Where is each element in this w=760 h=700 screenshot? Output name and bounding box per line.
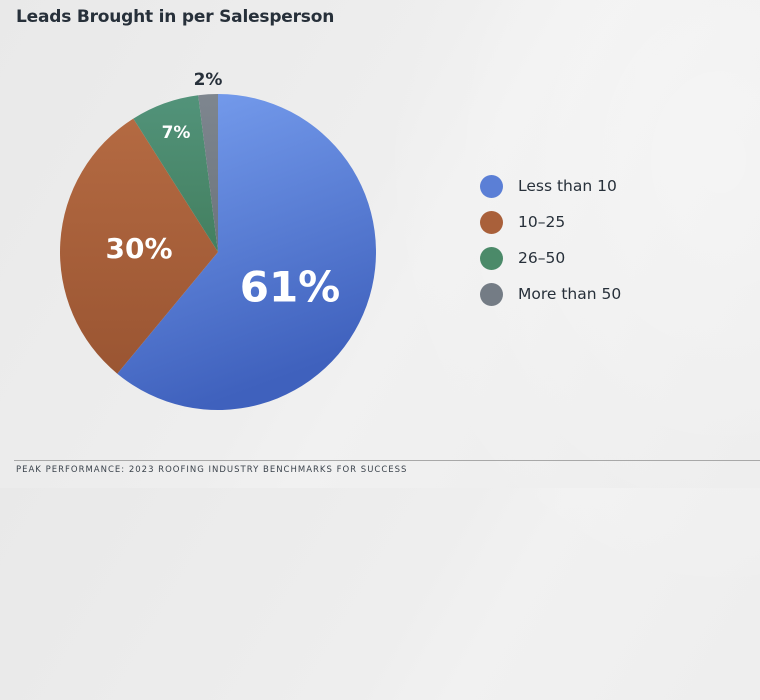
pie-chart: 61% 30% 7% 2% [59,70,377,410]
legend-label: Less than 10 [518,177,617,195]
legend-swatch-icon [480,174,503,198]
legend-swatch-icon [480,246,503,270]
pie-slice-less-than-10 [117,94,377,410]
chart-legend: Less than 10 10–25 26–50 More than 50 [480,168,621,312]
legend-item-10-25: 10–25 [480,204,621,240]
pie-slice-26-50 [133,95,218,252]
legend-label: 10–25 [518,213,566,231]
data-label-10-25: 30% [105,232,172,265]
legend-label: 26–50 [518,249,566,267]
pie-slice-10-25 [59,118,219,374]
legend-item-26-50: 26–50 [480,240,621,276]
legend-swatch-icon [480,282,503,306]
footer-caption: PEAK PERFORMANCE: 2023 ROOFING INDUSTRY … [16,465,408,475]
legend-swatch-icon [480,210,503,234]
legend-label: More than 50 [518,285,622,303]
data-label-less-than-10: 61% [240,263,341,312]
footer-divider [14,460,760,461]
legend-item-more-than-50: More than 50 [480,276,621,312]
legend-item-less-than-10: Less than 10 [480,168,621,204]
data-label-26-50: 7% [162,123,191,143]
data-label-more-than-50: 2% [194,70,223,90]
chart-title: Leads Brought in per Salesperson [16,7,335,27]
pie-slice-more-than-50 [198,94,218,252]
